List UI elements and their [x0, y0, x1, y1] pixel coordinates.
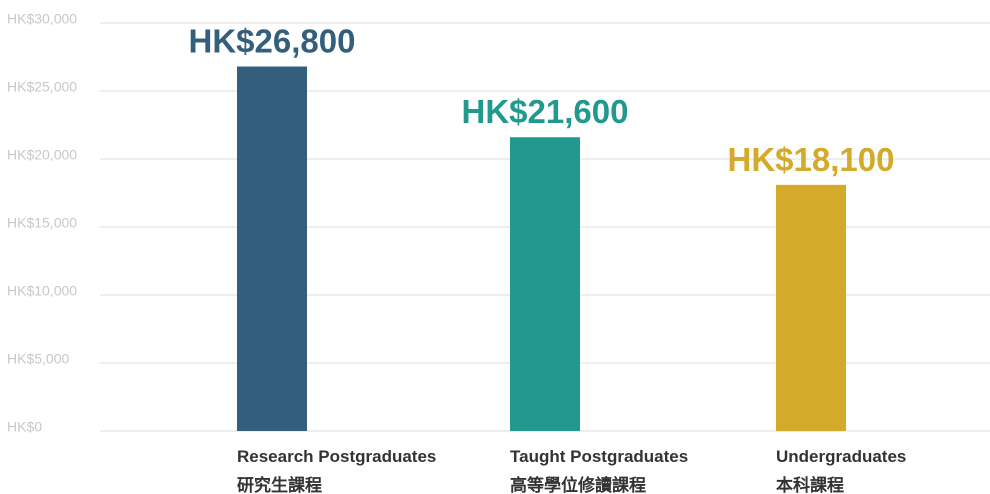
bar: [776, 184, 846, 431]
y-tick-label: HK$20,000: [7, 147, 77, 163]
x-tick-label: 高等學位修讀課程: [510, 475, 646, 494]
y-tick-label: HK$5,000: [7, 351, 69, 367]
value-label: HK$21,600: [462, 93, 629, 130]
y-tick-label: HK$25,000: [7, 79, 77, 95]
x-tick-label: Research Postgraduates: [237, 447, 436, 466]
x-tick-label: 本科課程: [776, 475, 844, 494]
y-tick-label: HK$10,000: [7, 283, 77, 299]
x-tick-label: Taught Postgraduates: [510, 447, 688, 466]
y-tick-label: HK$15,000: [7, 215, 77, 231]
bar: [510, 137, 580, 432]
y-tick-label: HK$30,000: [7, 11, 77, 27]
y-tick-label: HK$0: [7, 419, 42, 435]
bar: [237, 66, 307, 432]
x-tick-label: 研究生課程: [237, 475, 322, 494]
value-label: HK$26,800: [189, 23, 356, 60]
x-tick-label: Undergraduates: [776, 447, 906, 466]
value-label: HK$18,100: [728, 141, 895, 178]
